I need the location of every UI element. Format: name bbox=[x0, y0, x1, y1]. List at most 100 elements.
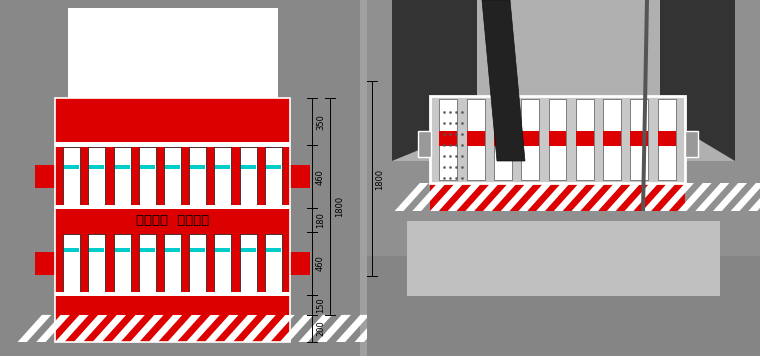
Text: 150: 150 bbox=[316, 297, 325, 313]
Bar bbox=[55, 315, 290, 342]
Bar bbox=[264, 234, 282, 293]
Bar bbox=[114, 147, 131, 206]
Text: 严禁抛物  禁止跨越: 严禁抛物 禁止跨越 bbox=[136, 214, 209, 226]
Bar bbox=[239, 234, 257, 293]
Bar bbox=[115, 248, 129, 252]
Bar bbox=[241, 165, 255, 169]
Polygon shape bbox=[660, 183, 694, 211]
Bar bbox=[65, 165, 79, 169]
Polygon shape bbox=[280, 315, 313, 342]
Bar bbox=[115, 165, 129, 169]
Text: 1800: 1800 bbox=[335, 196, 344, 217]
Polygon shape bbox=[299, 315, 332, 342]
Bar bbox=[55, 232, 290, 294]
Polygon shape bbox=[695, 183, 730, 211]
Bar bbox=[88, 234, 106, 293]
Polygon shape bbox=[625, 183, 659, 211]
Bar bbox=[0, 0, 360, 356]
Bar bbox=[190, 165, 205, 169]
Polygon shape bbox=[518, 183, 553, 211]
Bar bbox=[264, 147, 282, 206]
Bar bbox=[214, 234, 231, 293]
Bar bbox=[55, 208, 290, 232]
Bar bbox=[603, 99, 621, 180]
Polygon shape bbox=[572, 183, 606, 211]
Polygon shape bbox=[392, 0, 477, 161]
Polygon shape bbox=[355, 315, 388, 342]
Bar bbox=[214, 147, 231, 206]
Bar bbox=[65, 248, 79, 252]
Bar bbox=[266, 248, 280, 252]
Bar bbox=[35, 252, 55, 275]
Polygon shape bbox=[317, 315, 351, 342]
Text: 180: 180 bbox=[316, 212, 325, 228]
Text: 350: 350 bbox=[316, 114, 325, 130]
Bar bbox=[407, 221, 720, 296]
Bar bbox=[90, 248, 104, 252]
Bar bbox=[55, 146, 290, 208]
Polygon shape bbox=[430, 183, 464, 211]
Bar bbox=[164, 147, 181, 206]
Bar bbox=[430, 96, 685, 183]
Polygon shape bbox=[223, 315, 258, 342]
Polygon shape bbox=[17, 315, 52, 342]
Bar bbox=[90, 165, 104, 169]
Bar bbox=[55, 98, 290, 342]
Polygon shape bbox=[641, 0, 649, 211]
Bar bbox=[631, 99, 648, 180]
Bar bbox=[189, 147, 206, 206]
Polygon shape bbox=[749, 183, 760, 211]
Polygon shape bbox=[261, 315, 295, 342]
Bar bbox=[467, 99, 485, 180]
Bar bbox=[140, 248, 155, 252]
Bar bbox=[189, 234, 206, 293]
Bar bbox=[165, 248, 180, 252]
Bar bbox=[290, 252, 310, 275]
Polygon shape bbox=[554, 183, 587, 211]
Bar bbox=[164, 234, 181, 293]
Bar bbox=[367, 0, 760, 356]
Polygon shape bbox=[482, 0, 525, 161]
Bar bbox=[215, 165, 230, 169]
Bar bbox=[55, 294, 290, 315]
Bar bbox=[139, 147, 156, 206]
Bar bbox=[63, 147, 81, 206]
Polygon shape bbox=[607, 183, 641, 211]
Bar bbox=[55, 142, 290, 147]
Polygon shape bbox=[55, 315, 89, 342]
Polygon shape bbox=[93, 315, 126, 342]
Bar bbox=[241, 248, 255, 252]
Polygon shape bbox=[678, 183, 711, 211]
Bar bbox=[392, 0, 735, 161]
Bar bbox=[190, 248, 205, 252]
Bar bbox=[631, 131, 648, 146]
Bar bbox=[88, 147, 106, 206]
Polygon shape bbox=[394, 183, 429, 211]
Bar bbox=[576, 131, 594, 146]
Polygon shape bbox=[111, 315, 145, 342]
Text: 460: 460 bbox=[316, 169, 325, 184]
Bar bbox=[35, 165, 55, 188]
Bar bbox=[266, 165, 280, 169]
Bar bbox=[521, 99, 539, 180]
Bar bbox=[139, 234, 156, 293]
Bar bbox=[114, 234, 131, 293]
Bar bbox=[467, 131, 485, 146]
Polygon shape bbox=[204, 315, 239, 342]
Bar bbox=[549, 99, 566, 180]
Bar bbox=[439, 99, 458, 180]
Polygon shape bbox=[660, 0, 735, 161]
Polygon shape bbox=[242, 315, 276, 342]
Polygon shape bbox=[501, 183, 535, 211]
Bar bbox=[55, 205, 290, 209]
Polygon shape bbox=[642, 183, 676, 211]
Bar bbox=[494, 131, 511, 146]
Bar bbox=[657, 99, 676, 180]
Polygon shape bbox=[74, 315, 107, 342]
Bar bbox=[215, 248, 230, 252]
Bar bbox=[140, 165, 155, 169]
Bar bbox=[367, 256, 760, 356]
Bar bbox=[603, 131, 621, 146]
Text: 200: 200 bbox=[316, 320, 325, 336]
Polygon shape bbox=[167, 315, 201, 342]
